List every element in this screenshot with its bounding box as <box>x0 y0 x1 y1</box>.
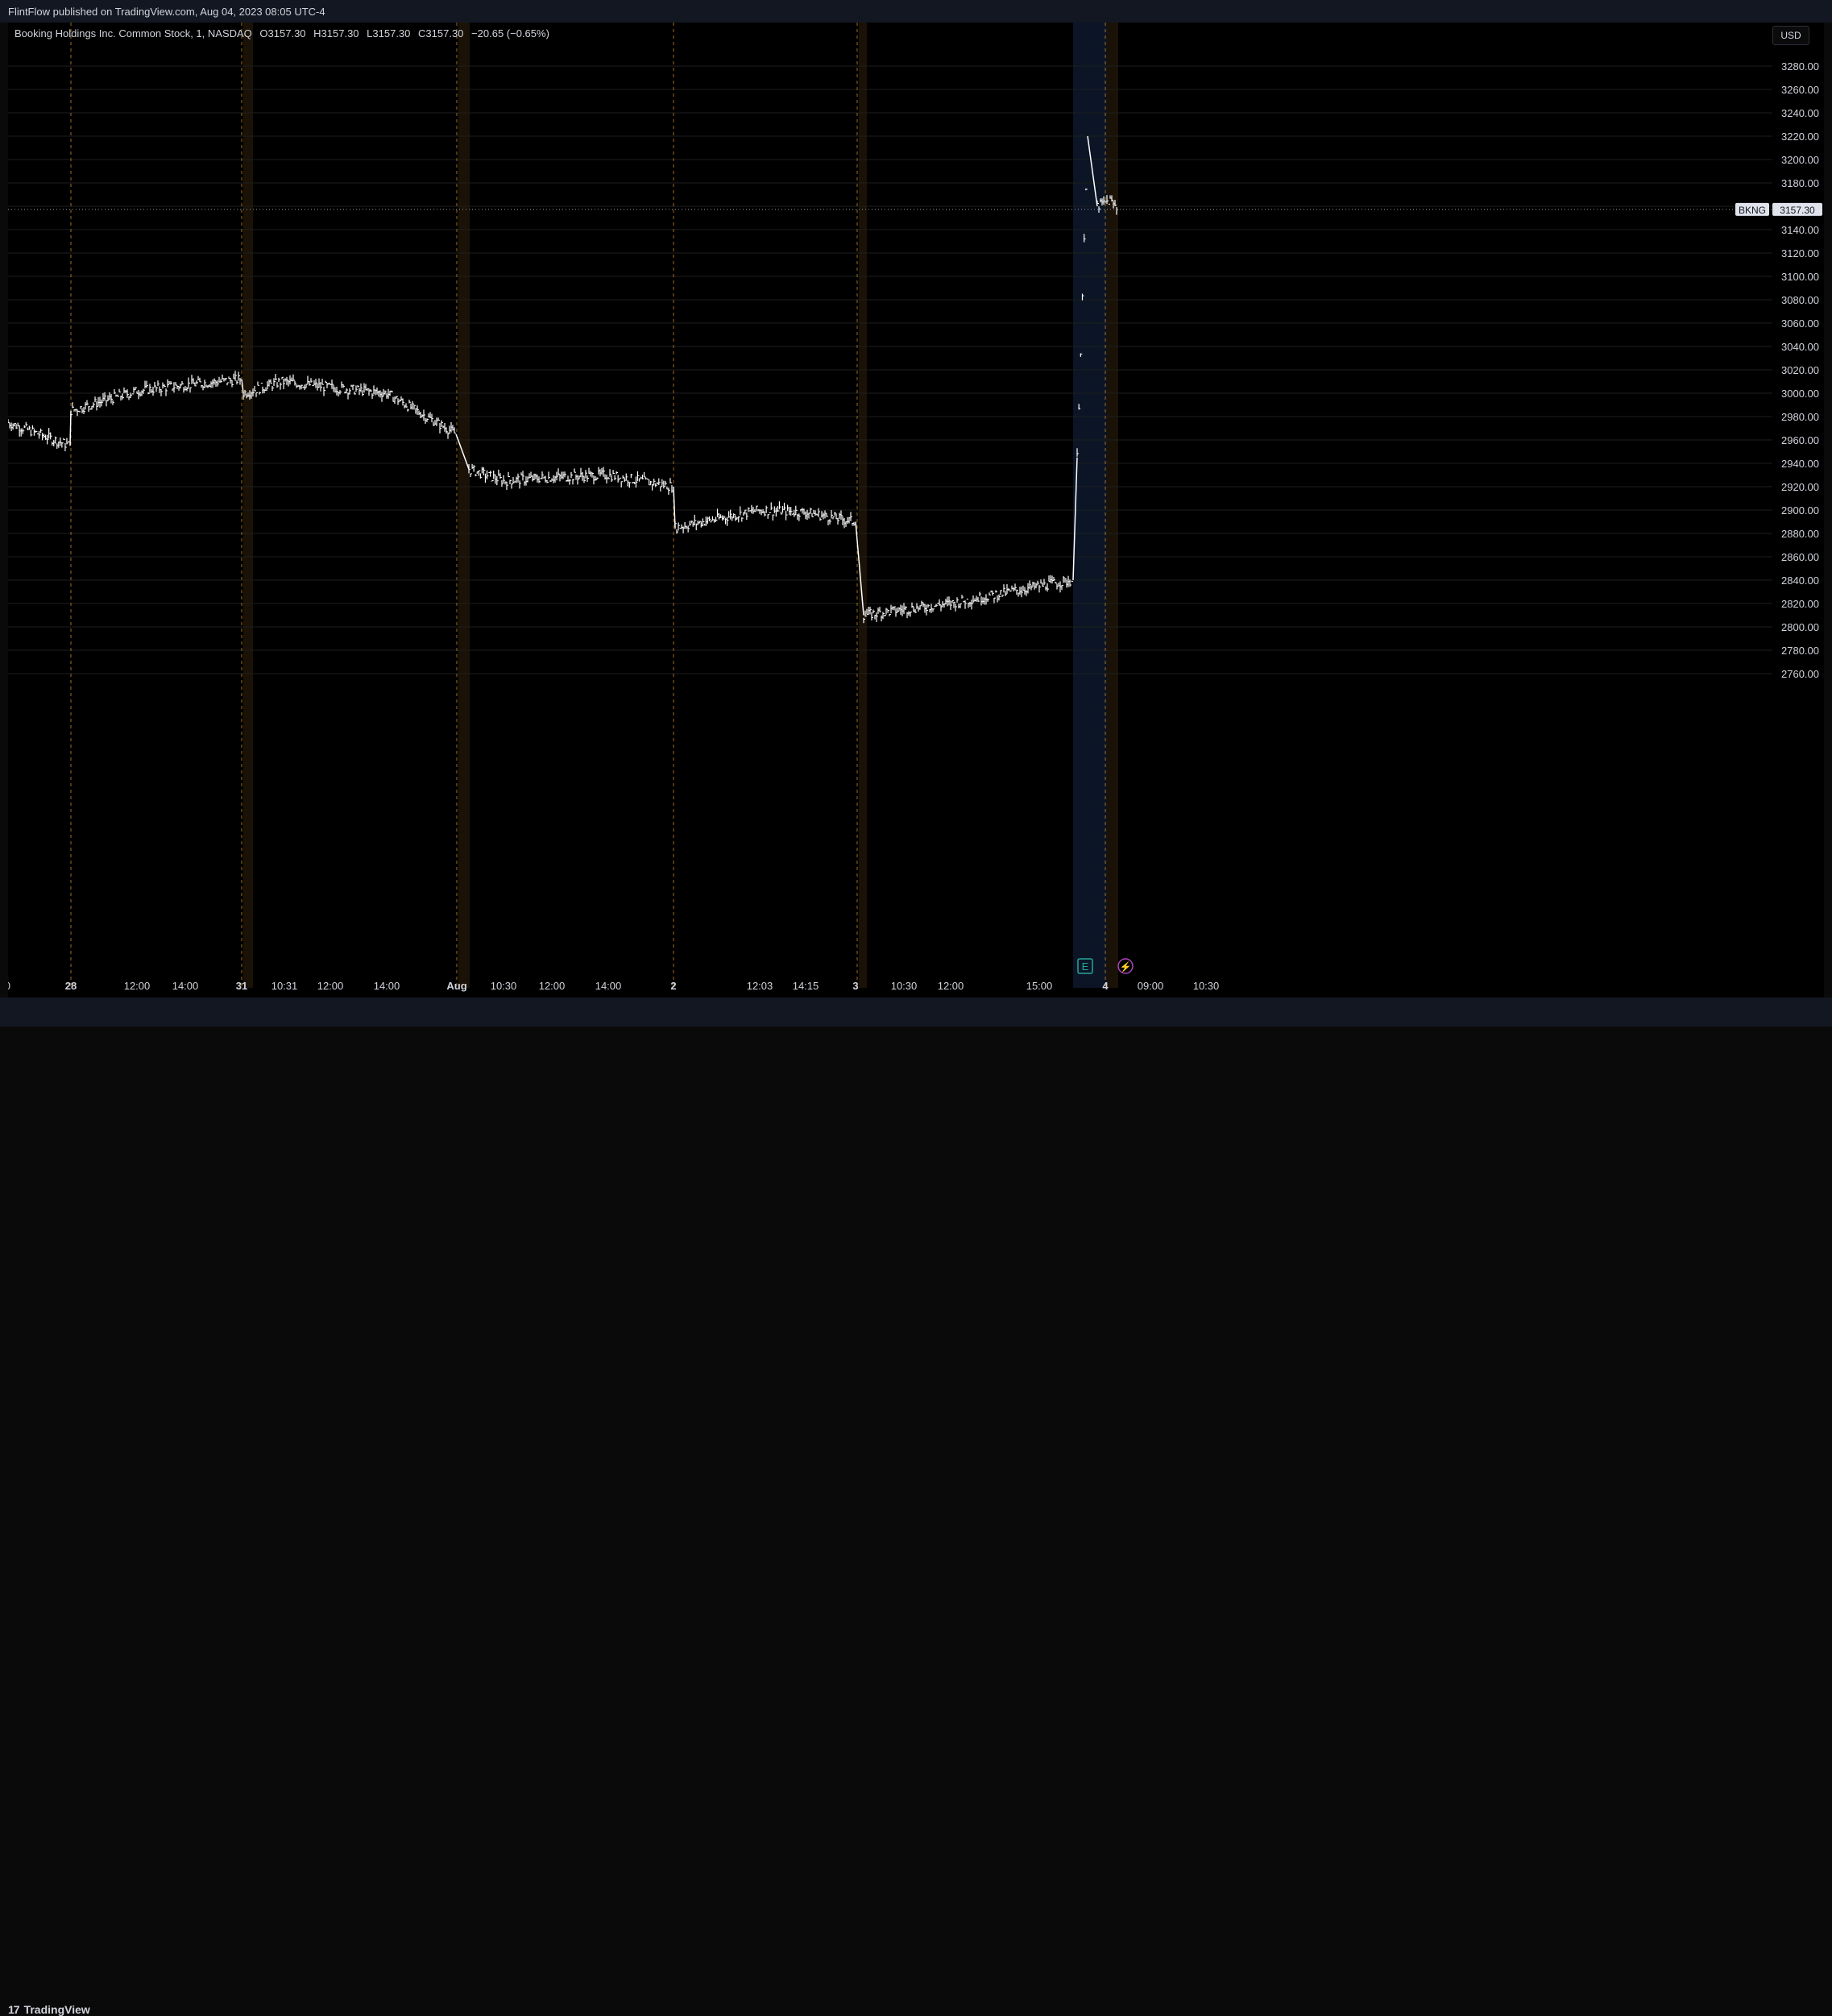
x-tick-label: 12:03 <box>747 980 773 992</box>
y-tick-label: 3040.00 <box>1781 341 1819 353</box>
publisher-text: FlintFlow published on TradingView.com, … <box>8 6 325 18</box>
x-tick-label: 14:00 <box>172 980 199 992</box>
dividend-marker-icon[interactable] <box>1117 958 1134 974</box>
price-gap-bar <box>241 379 244 394</box>
x-tick-label: 10:30 <box>491 980 517 992</box>
tradingview-brand: TradingView <box>23 2003 90 2016</box>
ticker-label: BKNG <box>1739 205 1766 216</box>
legend-open: O3157.30 <box>259 27 306 39</box>
legend-symbol: Booking Holdings Inc. Common Stock, 1, N… <box>15 27 252 39</box>
legend-change: −20.65 (−0.65%) <box>471 27 549 39</box>
dividend-marker-label: ⚡ <box>1120 961 1132 973</box>
x-tick-label: 10:31 <box>271 980 298 992</box>
price-gap-bar <box>455 433 470 470</box>
y-tick-label: 3180.00 <box>1781 177 1819 189</box>
y-tick-label: 2880.00 <box>1781 528 1819 540</box>
x-tick-label: 28 <box>65 980 77 992</box>
y-tick-label: 3120.00 <box>1781 247 1819 259</box>
x-tick-label: 10:30 <box>891 980 918 992</box>
y-tick-label: 3080.00 <box>1781 294 1819 306</box>
y-tick-label: 2900.00 <box>1781 504 1819 516</box>
y-tick-label: 2820.00 <box>1781 598 1819 610</box>
last-price-label-bg <box>1772 202 1822 216</box>
top-bar: FlintFlow published on TradingView.com, … <box>0 0 1832 23</box>
x-tick-label: 4 <box>1102 980 1109 992</box>
x-tick-label: 12:00 <box>317 980 344 992</box>
x-tick-label: 14:00 <box>595 980 622 992</box>
x-tick-label: 12:00 <box>124 980 151 992</box>
y-tick-label: 2980.00 <box>1781 411 1819 423</box>
tradingview-logo[interactable]: 17 TradingView <box>8 2003 90 2016</box>
legend-high: H3157.30 <box>313 27 359 39</box>
chart-legend: Booking Holdings Inc. Common Stock, 1, N… <box>15 27 554 39</box>
premarket-shade <box>1107 23 1118 988</box>
x-tick-label: 12:00 <box>938 980 964 992</box>
price-gap-bar <box>673 486 676 528</box>
tradingview-mark-icon: 17 <box>8 2003 20 2016</box>
x-tick-label: 3 <box>852 980 858 992</box>
x-tick-label: 10:30 <box>1193 980 1220 992</box>
y-tick-label: 2760.00 <box>1781 668 1819 680</box>
earnings-marker-icon[interactable] <box>1077 958 1093 974</box>
y-tick-label: 2800.00 <box>1781 621 1819 633</box>
earnings-session-shade <box>1073 23 1107 988</box>
premarket-shade <box>243 23 253 988</box>
price-chart[interactable]: 3280.00 3260.00 3240.00 3220.00 3200.00 3180.… <box>8 23 1824 998</box>
y-tick-label: 2920.00 <box>1781 481 1819 493</box>
premarket-shade <box>859 23 867 988</box>
premarket-shade <box>458 23 470 988</box>
x-tick-label: 2 <box>670 980 676 992</box>
y-tick-label: 3100.00 <box>1781 271 1819 283</box>
y-tick-label: 3140.00 <box>1781 224 1819 236</box>
y-tick-label: 3200.00 <box>1781 154 1819 166</box>
price-gap-bar <box>1072 457 1078 581</box>
y-tick-label: 2940.00 <box>1781 458 1819 470</box>
y-tick-label: 3220.00 <box>1781 131 1819 143</box>
chart-area[interactable]: 3280.00 3260.00 3240.00 3220.00 3200.00 3180.… <box>8 23 1824 998</box>
x-tick-label: 31 <box>236 980 247 992</box>
currency-button[interactable]: USD <box>1772 26 1809 45</box>
x-tick-label: 15:00 <box>1026 980 1053 992</box>
x-tick-label: 14:00 <box>374 980 400 992</box>
legend-low: L3157.30 <box>367 27 411 39</box>
earnings-marker-label: E <box>1082 960 1089 973</box>
last-price-label: 3157.30 <box>1780 205 1815 216</box>
y-tick-label: 2780.00 <box>1781 645 1819 657</box>
x-tick-label: Aug <box>446 980 466 992</box>
x-tick-label: 14:15 <box>793 980 819 992</box>
y-tick-label: 2960.00 <box>1781 434 1819 446</box>
y-tick-label: 3020.00 <box>1781 364 1819 376</box>
y-tick-label: 3260.00 <box>1781 84 1819 96</box>
x-tick-label: 12:00 <box>539 980 566 992</box>
x-tick-label: 09:00 <box>1138 980 1164 992</box>
y-tick-label: 2840.00 <box>1781 575 1819 587</box>
y-tick-label: 3000.00 <box>1781 388 1819 400</box>
ticker-label-bg <box>1735 202 1769 216</box>
y-tick-label: 3240.00 <box>1781 107 1819 119</box>
price-gap-bar <box>1087 135 1098 207</box>
footer-bar: 17 TradingView <box>0 998 1832 2016</box>
x-tick-label: :00 <box>8 980 10 992</box>
legend-close: C3157.30 <box>418 27 464 39</box>
y-tick-label: 2860.00 <box>1781 551 1819 563</box>
y-tick-label: 3280.00 <box>1781 60 1819 73</box>
y-tick-label: 3060.00 <box>1781 317 1819 330</box>
price-gap-bar <box>855 521 864 616</box>
